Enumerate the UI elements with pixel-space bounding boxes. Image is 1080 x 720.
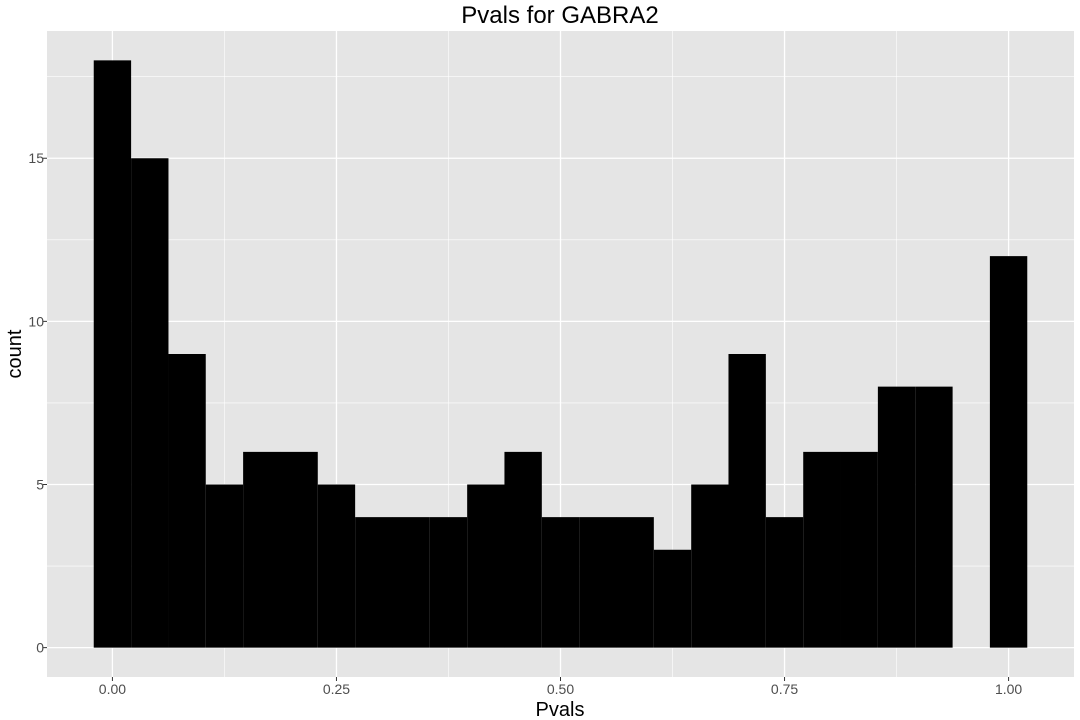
histogram-bar xyxy=(915,386,953,648)
x-axis-ticks: 0.00 0.25 0.50 0.75 1.00 xyxy=(99,677,1022,697)
histogram-bar xyxy=(765,517,804,648)
histogram-bar xyxy=(392,517,430,648)
x-tick-label: 0.75 xyxy=(771,681,798,697)
histogram-bar xyxy=(728,354,766,648)
y-axis-title: count xyxy=(4,329,26,378)
histogram-bar xyxy=(504,451,542,648)
histogram-bar xyxy=(355,517,393,648)
y-tick-label: 15 xyxy=(28,150,44,166)
histogram-bar xyxy=(280,451,318,648)
x-tick-label: 0.50 xyxy=(547,681,574,697)
y-axis-ticks: 0 5 10 15 xyxy=(28,150,47,656)
x-tick-label: 0.25 xyxy=(323,681,350,697)
histogram-bar xyxy=(467,484,505,648)
histogram-bar xyxy=(840,451,878,648)
y-tick-label: 5 xyxy=(36,477,44,493)
histogram-bar xyxy=(168,354,206,648)
x-axis-title: Pvals xyxy=(536,699,585,720)
histogram-bar xyxy=(877,386,916,648)
x-tick-label: 1.00 xyxy=(995,681,1022,697)
histogram-bar xyxy=(317,484,356,648)
histogram-bar xyxy=(803,451,841,648)
histogram-bar xyxy=(691,484,729,648)
chart-title: Pvals for GABRA2 xyxy=(461,2,658,29)
histogram-bar xyxy=(429,517,468,648)
histogram-bar xyxy=(653,549,692,648)
histogram-bars xyxy=(93,60,1028,648)
histogram-bar xyxy=(541,517,580,648)
x-tick-label: 0.00 xyxy=(99,681,126,697)
histogram-bar xyxy=(243,451,281,648)
histogram-bar xyxy=(989,256,1028,648)
histogram-bar xyxy=(205,484,244,648)
y-tick-label: 10 xyxy=(28,313,44,329)
histogram-bar xyxy=(579,517,617,648)
histogram-bar xyxy=(616,517,654,648)
y-tick-label: 0 xyxy=(36,640,44,656)
histogram-bar xyxy=(131,158,169,648)
histogram-bar xyxy=(93,60,132,648)
